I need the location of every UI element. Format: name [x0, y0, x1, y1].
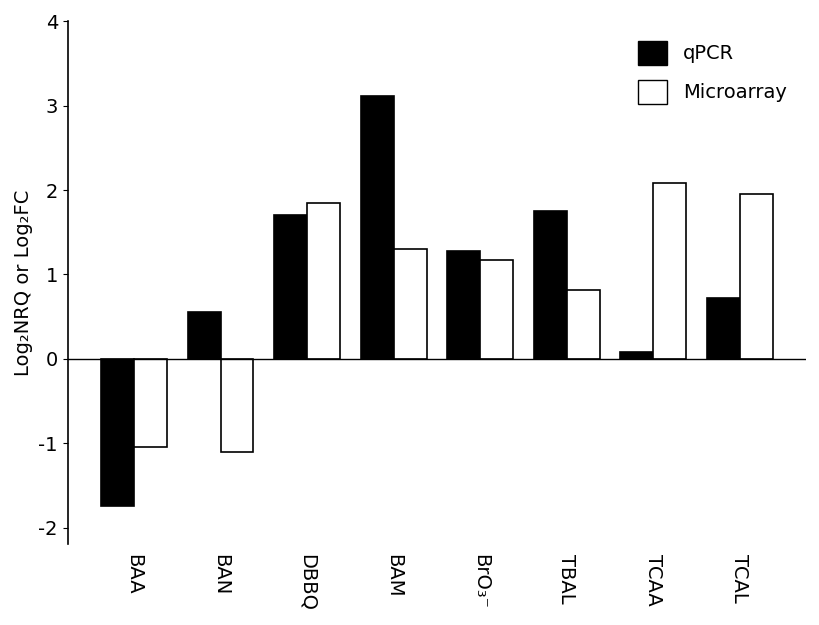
Y-axis label: Log₂NRQ or Log₂FC: Log₂NRQ or Log₂FC: [14, 190, 33, 376]
Bar: [706, 298, 739, 359]
Bar: [188, 312, 220, 359]
Bar: [101, 359, 134, 506]
Bar: [274, 216, 307, 359]
Bar: [134, 359, 167, 448]
Bar: [480, 260, 513, 359]
Bar: [360, 96, 393, 359]
Bar: [619, 352, 653, 359]
Bar: [446, 251, 480, 359]
Legend: qPCR, Microarray: qPCR, Microarray: [627, 31, 795, 114]
Bar: [307, 202, 340, 359]
Bar: [220, 359, 253, 452]
Bar: [653, 183, 686, 359]
Bar: [533, 211, 566, 359]
Bar: [566, 289, 599, 359]
Bar: [739, 194, 771, 359]
Bar: [393, 249, 426, 359]
